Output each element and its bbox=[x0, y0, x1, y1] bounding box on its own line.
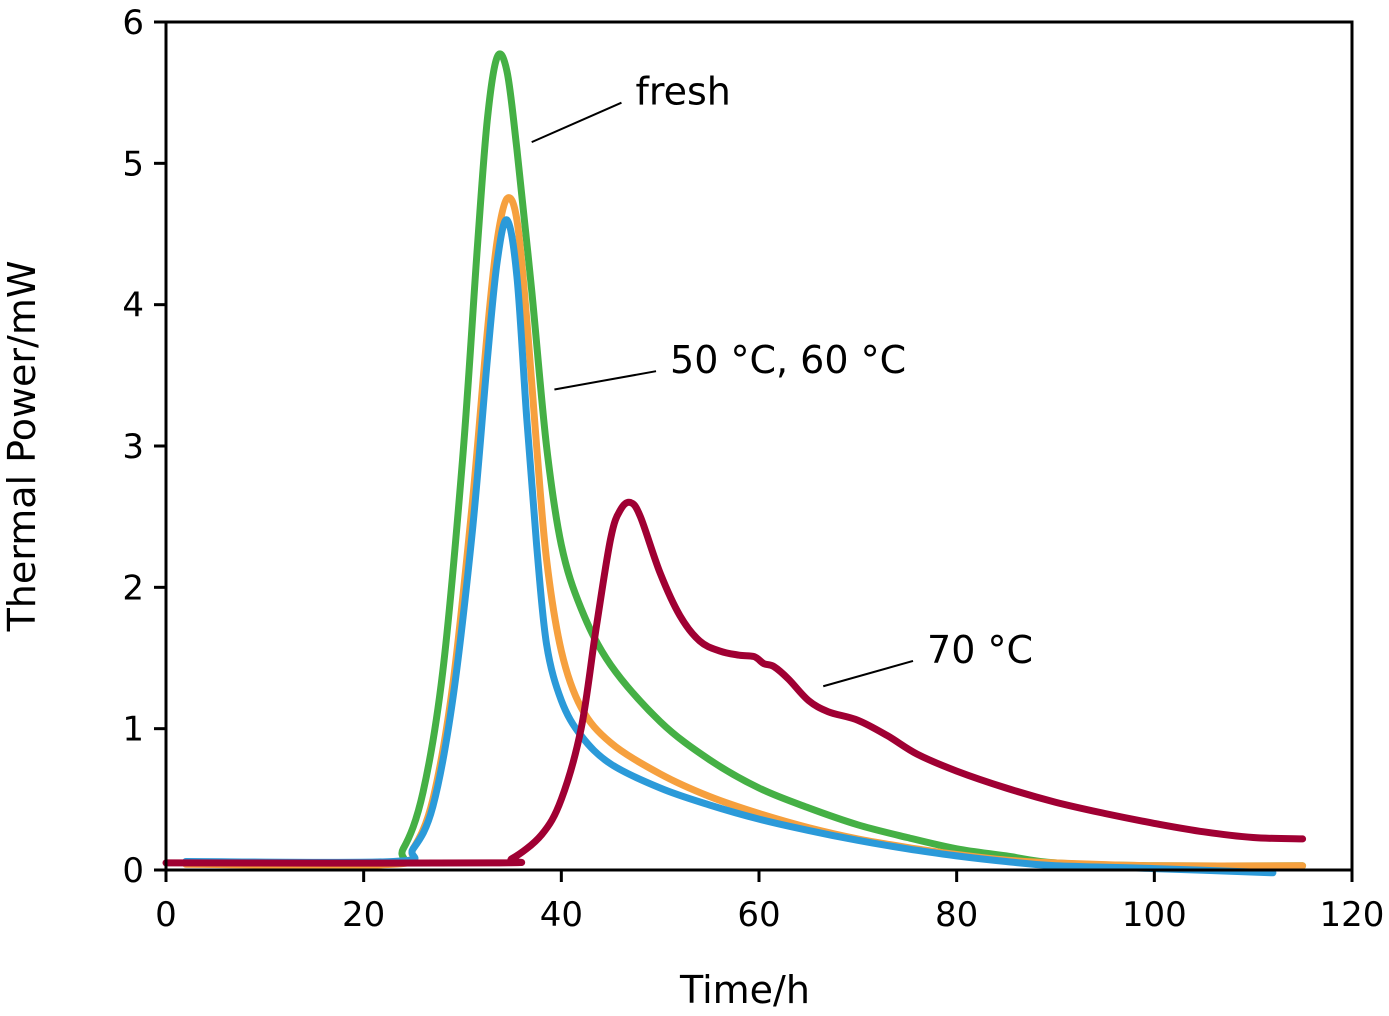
y-tick-label: 1 bbox=[122, 710, 144, 750]
series-line-0 bbox=[182, 50, 1307, 870]
annotation-pointer-0 bbox=[531, 101, 622, 144]
series-line-2 bbox=[182, 216, 1277, 877]
x-axis-title: Time/h bbox=[679, 968, 810, 1012]
annotation-label-0: fresh bbox=[635, 70, 730, 114]
y-tick-label: 3 bbox=[122, 427, 144, 467]
series-line-1 bbox=[182, 194, 1307, 870]
y-tick-label: 2 bbox=[122, 568, 144, 608]
x-tick-label: 40 bbox=[540, 895, 583, 935]
series-layer bbox=[162, 50, 1307, 877]
x-tick-label: 100 bbox=[1122, 895, 1187, 935]
ticks-layer: 0 20 40 60 80 100 120 0 1 2 3 4 5 6 bbox=[122, 3, 1384, 935]
x-tick-label: 80 bbox=[935, 895, 978, 935]
x-tick-label: 60 bbox=[737, 895, 780, 935]
y-tick-label: 5 bbox=[122, 144, 144, 184]
y-axis-title: Thermal Power/mW bbox=[0, 261, 44, 633]
series-line-3 bbox=[162, 498, 1307, 867]
x-tick-label: 20 bbox=[342, 895, 385, 935]
x-tick-label: 120 bbox=[1320, 895, 1385, 935]
y-tick-label: 0 bbox=[122, 851, 144, 891]
annotation-pointer-1 bbox=[554, 370, 657, 391]
y-tick-label: 4 bbox=[122, 286, 144, 326]
annotation-label-1: 50 °C, 60 °C bbox=[670, 338, 906, 382]
y-tick-label: 6 bbox=[122, 3, 144, 43]
annotation-pointer-2 bbox=[822, 659, 914, 688]
annotation-layer: fresh 50 °C, 60 °C 70 °C bbox=[531, 70, 1033, 688]
annotation-label-2: 70 °C bbox=[927, 628, 1033, 672]
x-tick-label: 0 bbox=[155, 895, 177, 935]
plot-frame bbox=[164, 20, 1354, 872]
